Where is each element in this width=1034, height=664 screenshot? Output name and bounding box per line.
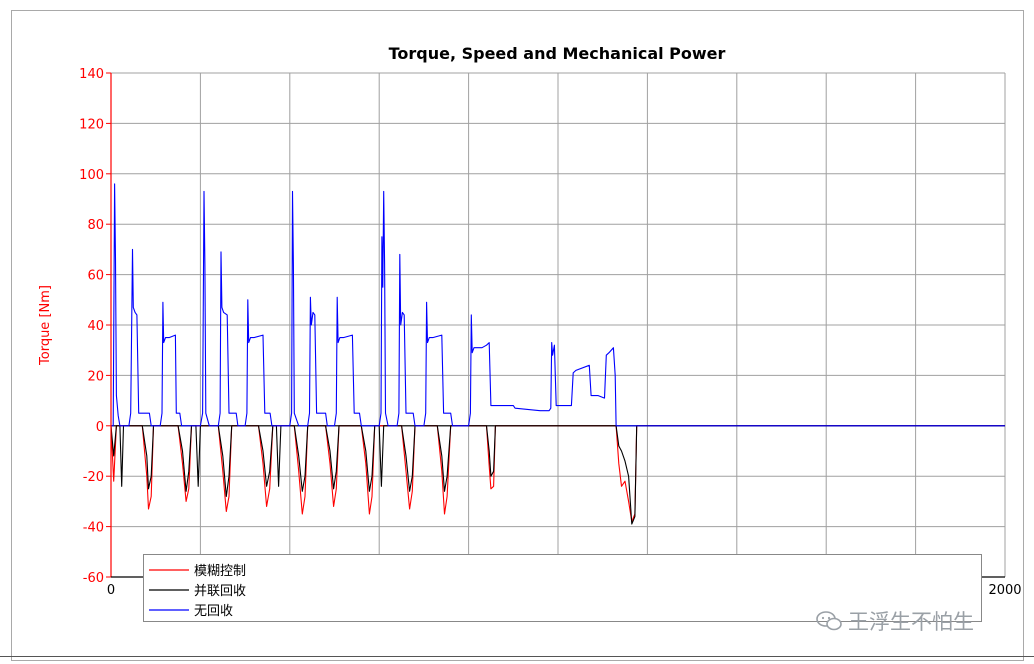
legend-label: 并联回收 bbox=[194, 584, 246, 599]
wechat-logo-icon bbox=[816, 611, 842, 631]
grid bbox=[111, 72, 1006, 578]
x-tick-label: 2000 bbox=[988, 583, 1021, 598]
y-tick-label: 60 bbox=[87, 269, 104, 284]
y-tick-label: -60 bbox=[83, 571, 104, 586]
legend-label: 无回收 bbox=[194, 604, 233, 619]
series-line bbox=[110, 425, 1005, 523]
y-tick-label: -40 bbox=[83, 521, 104, 536]
y-tick-label: 20 bbox=[87, 369, 104, 384]
y-tick-label: 140 bbox=[79, 67, 104, 82]
y-tick-label: -20 bbox=[83, 470, 104, 485]
legend-label: 模糊控制 bbox=[194, 563, 246, 579]
legend-box bbox=[143, 554, 982, 622]
y-tick-label: 120 bbox=[79, 117, 104, 132]
series-line bbox=[111, 183, 1005, 427]
y-tick-label: 40 bbox=[87, 319, 104, 334]
y-axis-label: Torque [Nm] bbox=[38, 285, 53, 366]
chart-border bbox=[11, 10, 1024, 661]
series-line bbox=[110, 425, 1005, 525]
y-tick-label: 80 bbox=[87, 218, 104, 233]
x-tick-label: 0 bbox=[107, 583, 115, 598]
watermark-text: 王浮生不怕生 bbox=[848, 610, 974, 634]
chart-title: Torque, Speed and Mechanical Power bbox=[389, 44, 726, 63]
y-tick-label: 100 bbox=[79, 168, 104, 183]
y-tick-label: 0 bbox=[96, 420, 104, 435]
series-group bbox=[110, 183, 1005, 525]
